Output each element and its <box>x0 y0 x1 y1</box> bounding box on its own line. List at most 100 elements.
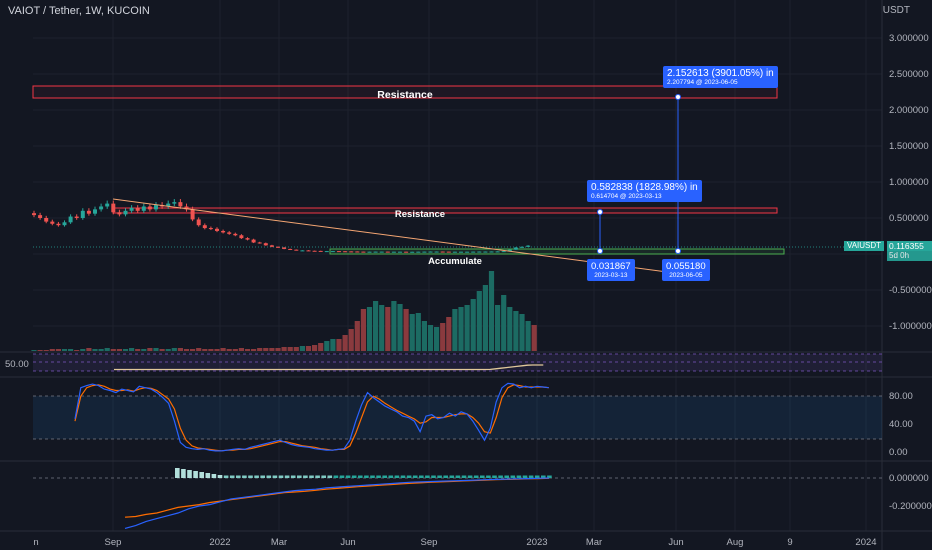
measure-badge-jun[interactable]: 2.152613 (3901.05%) in 2.207794 @ 2023-0… <box>663 66 778 88</box>
volume-bar <box>373 301 379 351</box>
volume-bar <box>330 339 336 351</box>
rsi-line <box>114 364 544 371</box>
macd-hist-bar <box>486 475 491 478</box>
candle-body <box>32 213 36 216</box>
candle-body <box>446 251 451 253</box>
volume-bar <box>488 271 495 351</box>
time-tick: Mar <box>270 537 288 548</box>
candle-body <box>227 232 232 234</box>
volume-bar <box>440 323 446 351</box>
candle-body <box>74 216 79 218</box>
macd-hist-bar <box>284 475 290 478</box>
volume-bar <box>379 305 385 351</box>
measure-point-jun-low[interactable] <box>675 248 681 254</box>
volume-bar <box>55 349 61 351</box>
volume-bar <box>275 348 281 351</box>
candle-body <box>520 246 524 248</box>
measure-point-mar-high[interactable] <box>597 209 603 215</box>
price-tick: 1.500000 <box>889 141 929 152</box>
low-badge-mar[interactable]: 0.031867 2023-03-13 <box>587 259 635 281</box>
time-tick: Sep <box>420 537 438 548</box>
macd-hist-bar <box>382 475 387 478</box>
volume-bar <box>269 348 275 351</box>
candle-body <box>196 219 201 226</box>
macd-hist-bar <box>297 475 302 478</box>
candle-body <box>202 225 207 229</box>
low-badge-jun[interactable]: 0.055180 2023-06-05 <box>662 259 710 281</box>
volume-bar <box>470 299 476 351</box>
candle-body <box>513 247 518 250</box>
stoch-band <box>33 396 882 439</box>
accumulate-zone[interactable] <box>329 248 785 255</box>
measure-point-mar-low[interactable] <box>597 248 603 254</box>
candle-body <box>123 210 128 215</box>
candle-body <box>318 250 323 252</box>
candle-body <box>117 212 122 215</box>
volume-bar <box>385 307 391 351</box>
price-tick: 2.500000 <box>889 69 929 80</box>
candle-body <box>80 210 85 218</box>
volume-bar <box>141 349 147 351</box>
stoch-tick: 40.00 <box>889 419 913 430</box>
measure-badge-mar-target: 0.614704 @ 2023-03-13 <box>591 193 662 200</box>
candle-body <box>373 251 378 253</box>
macd-hist-bar <box>510 475 516 478</box>
macd-hist-bar <box>406 475 412 478</box>
time-tick: 2022 <box>209 537 231 548</box>
candle-body <box>38 215 43 218</box>
macd-signal-line <box>124 477 550 518</box>
volume-bar <box>251 349 257 351</box>
candle-body <box>105 203 110 207</box>
macd-hist-bar <box>272 475 278 478</box>
macd-hist-bar <box>431 475 436 478</box>
candle-body <box>324 251 329 253</box>
time-tick: 2023 <box>526 537 548 548</box>
volume-bar <box>281 347 287 351</box>
volume-bar <box>80 349 86 351</box>
volume-bar <box>208 349 214 351</box>
measure-badge-mar[interactable]: 0.582838 (1828.98%) in 0.614704 @ 2023-0… <box>587 180 702 202</box>
candle-body <box>99 206 104 210</box>
macd-hist-bar <box>461 475 467 478</box>
candle-body <box>282 247 287 249</box>
candle-body <box>93 209 97 214</box>
macd-hist-bar <box>254 475 259 478</box>
volume-bar <box>299 346 305 351</box>
resistance-zone-high[interactable] <box>32 85 778 99</box>
time-tick: Aug <box>726 537 744 548</box>
volume-bar <box>446 317 452 351</box>
volume-bar <box>531 325 537 351</box>
volume-bar <box>348 329 354 351</box>
measure-point-jun-high[interactable] <box>675 94 681 100</box>
macd-hist-bar <box>351 475 357 478</box>
candle-body <box>269 245 274 247</box>
macd-hist-bar <box>455 475 461 478</box>
volume-bar <box>238 348 244 351</box>
candle-body <box>239 235 244 239</box>
volume-bar <box>43 350 49 351</box>
candle-body <box>459 251 463 253</box>
volume-bar <box>287 347 293 351</box>
macd-tick: 0.000000 <box>889 473 929 484</box>
macd-hist-bar <box>522 475 528 478</box>
price-tick: 1.000000 <box>889 177 929 188</box>
grid <box>33 0 882 531</box>
volume-bar <box>336 339 342 351</box>
macd-hist-bar <box>321 475 326 478</box>
candle-body <box>68 216 73 223</box>
volume-bar <box>409 314 415 351</box>
macd-hist-bar <box>309 475 314 478</box>
volume-bar <box>476 291 482 351</box>
volume-bar <box>519 314 525 351</box>
volume-bar <box>324 341 330 351</box>
candle-body <box>385 251 390 253</box>
volume-bar <box>305 346 312 351</box>
volume-bar <box>104 348 110 351</box>
candle-body <box>428 251 433 253</box>
candle-body <box>330 251 335 253</box>
symbol-title[interactable]: VAIOT / Tether, 1W, KUCOIN <box>8 5 150 17</box>
volume-bar <box>147 348 153 351</box>
volume-bar <box>98 349 104 351</box>
candle-body <box>489 251 494 253</box>
